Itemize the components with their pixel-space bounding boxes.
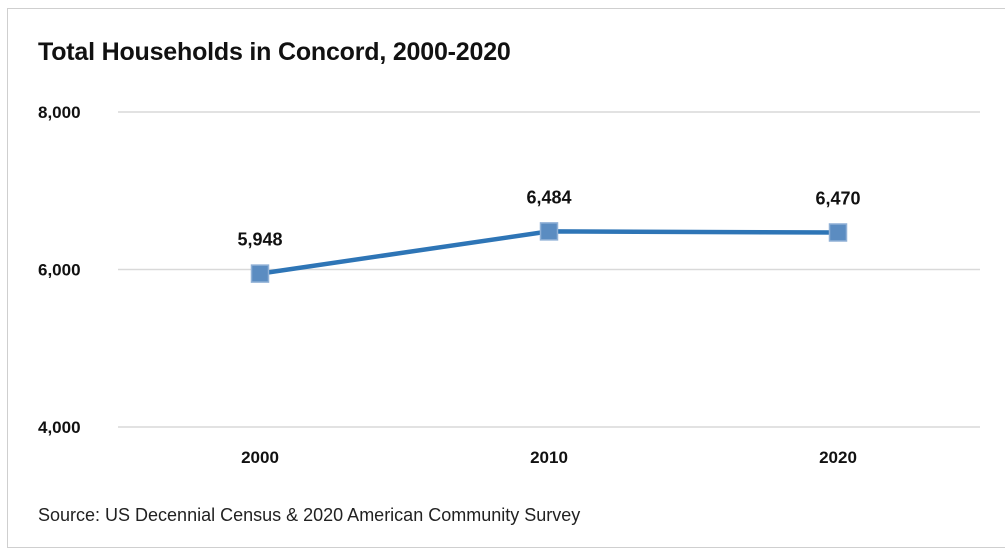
y-axis-tick-labels: 4,000 6,000 8,000 bbox=[38, 103, 81, 437]
y-tick-label: 8,000 bbox=[38, 103, 81, 122]
x-tick-label: 2020 bbox=[819, 448, 857, 467]
data-label: 6,470 bbox=[815, 188, 860, 208]
data-label: 5,948 bbox=[237, 230, 282, 250]
data-point-marker bbox=[250, 264, 270, 283]
source-note: Source: US Decennial Census & 2020 Ameri… bbox=[38, 505, 581, 525]
data-point-marker bbox=[828, 223, 848, 242]
chart-title: Total Households in Concord, 2000-2020 bbox=[38, 38, 511, 66]
gridlines bbox=[118, 111, 980, 428]
y-tick-label: 6,000 bbox=[38, 261, 81, 280]
data-labels: 5,948 6,484 6,470 bbox=[237, 187, 860, 249]
y-tick-label: 4,000 bbox=[38, 418, 81, 437]
chart-frame bbox=[7, 8, 1005, 548]
line-chart: 4,000 6,000 8,000 2000 2010 2020 5,948 6,484 6… bbox=[38, 103, 980, 467]
series-markers bbox=[250, 222, 848, 283]
x-tick-label: 2000 bbox=[241, 448, 279, 467]
x-axis-tick-labels: 2000 2010 2020 bbox=[241, 448, 857, 467]
data-label: 6,484 bbox=[526, 187, 571, 207]
x-tick-label: 2010 bbox=[530, 448, 568, 467]
data-point-marker bbox=[539, 222, 559, 241]
